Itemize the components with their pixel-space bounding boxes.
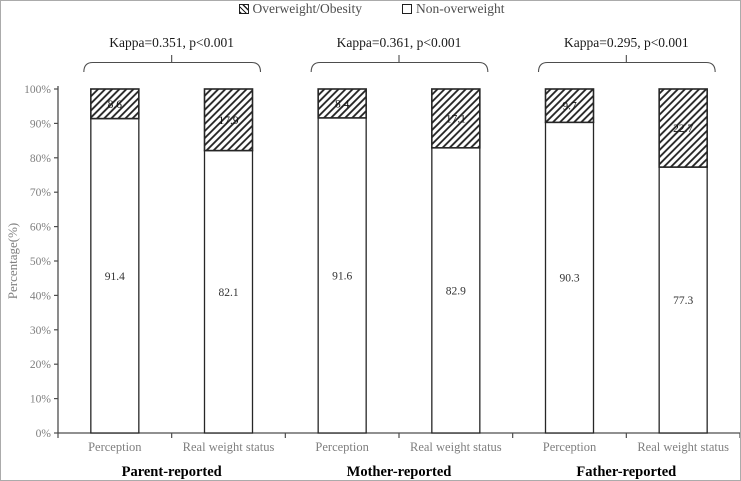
legend-item-overweight: Overweight/Obesity — [238, 1, 362, 16]
bar-value-non-overweight: 91.4 — [105, 271, 125, 283]
kappa-annotation: Kappa=0.295, p<0.001 — [564, 35, 689, 50]
bar-value-non-overweight: 77.3 — [673, 295, 693, 307]
bar-segment-non-overweight — [658, 166, 708, 434]
hatched-swatch-icon — [238, 4, 249, 14]
group-bracket — [537, 55, 716, 73]
y-tick-label: 20% — [30, 359, 52, 371]
plain-swatch-icon — [402, 4, 412, 14]
bar-segment-overweight — [90, 88, 140, 120]
y-tick-label: 30% — [30, 325, 52, 337]
x-category-label: Perception — [88, 440, 142, 454]
bar-value-overweight: 17.9 — [218, 115, 238, 127]
x-category-label: Real weight status — [183, 440, 275, 454]
y-tick-label: 80% — [30, 153, 52, 165]
bar-segment-overweight — [544, 88, 595, 124]
legend-item-nonoverweight: Non-overweight — [402, 2, 504, 16]
group-bracket — [83, 55, 262, 73]
y-tick-label: 70% — [30, 187, 52, 199]
legend-label: Non-overweight — [416, 1, 505, 16]
bar-value-non-overweight: 91.6 — [332, 270, 352, 282]
y-tick-label: 60% — [30, 222, 52, 234]
y-tick-label: 100% — [24, 84, 51, 96]
bar-value-non-overweight: 90.3 — [559, 273, 579, 285]
y-axis-title: Percentage(%) — [5, 223, 20, 300]
bar-value-non-overweight: 82.9 — [446, 285, 466, 297]
bar-value-overweight: 9.7 — [562, 101, 577, 113]
y-tick-label: 90% — [30, 118, 52, 130]
y-tick-label: 40% — [30, 290, 52, 302]
bar-segment-non-overweight — [203, 149, 254, 434]
group-label: Mother-reported — [347, 464, 452, 480]
legend-label: Overweight/Obesity — [252, 1, 362, 16]
y-tick-label: 10% — [30, 394, 52, 406]
x-category-label: Perception — [315, 440, 369, 454]
bar-segment-non-overweight — [317, 117, 367, 434]
kappa-annotation: Kappa=0.351, p<0.001 — [109, 35, 234, 50]
bar-segment-overweight — [431, 88, 481, 149]
group-label: Parent-reported — [122, 464, 222, 480]
bar-segment-overweight — [658, 88, 708, 168]
x-category-label: Real weight status — [410, 440, 502, 454]
x-category-label: Perception — [543, 440, 597, 454]
group-label: Father-reported — [576, 464, 676, 480]
bar-value-overweight: 22.7 — [673, 123, 693, 135]
legend: Overweight/Obesity Non-overweight — [1, 1, 740, 16]
bar-value-overweight: 8.6 — [108, 99, 123, 111]
y-tick-label: 50% — [30, 256, 52, 268]
bar-segment-non-overweight — [431, 147, 481, 434]
bar-segment-non-overweight — [544, 121, 595, 434]
group-bracket — [310, 55, 489, 73]
bar-value-overweight: 8.4 — [335, 98, 350, 110]
kappa-annotation: Kappa=0.361, p<0.001 — [337, 35, 462, 50]
x-category-label: Real weight status — [637, 440, 729, 454]
bar-segment-overweight — [317, 88, 367, 119]
y-tick-label: 0% — [36, 428, 52, 440]
bar-value-non-overweight: 82.1 — [218, 287, 238, 299]
bar-value-overweight: 17.1 — [446, 113, 466, 125]
bar-segment-non-overweight — [90, 117, 140, 434]
bar-segment-overweight — [203, 88, 254, 152]
